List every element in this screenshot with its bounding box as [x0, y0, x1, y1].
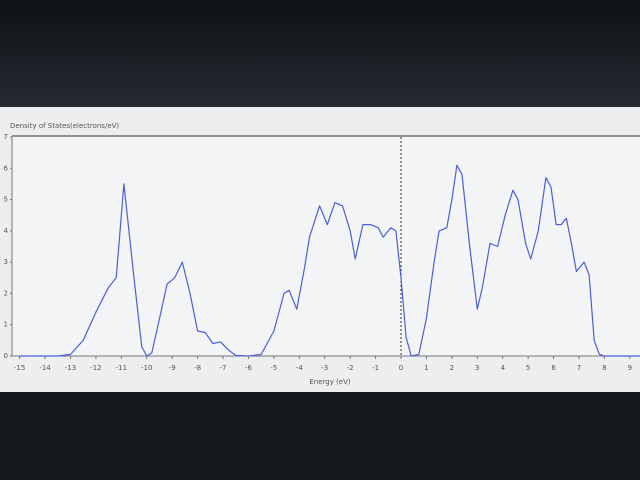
y-tick-label: 0: [4, 352, 8, 360]
x-tick-label: -2: [347, 364, 354, 372]
x-tick-label: -1: [372, 364, 379, 372]
x-tick-label: 3: [475, 364, 479, 372]
x-tick-label: -9: [169, 364, 176, 372]
x-tick-label: -5: [270, 364, 277, 372]
x-tick-label: -6: [245, 364, 253, 372]
dos-line: [19, 164, 640, 357]
y-tick-label: 3: [4, 258, 8, 266]
x-tick-label: -4: [296, 364, 304, 372]
y-tick-label: 2: [4, 289, 8, 297]
x-tick-label: 1: [424, 364, 428, 372]
x-tick-label: -8: [194, 364, 201, 372]
y-tick-label: 5: [4, 196, 8, 204]
y-tick-label: 7: [4, 133, 8, 141]
x-tick-label: -12: [90, 364, 101, 372]
x-tick-label: 2: [450, 364, 454, 372]
x-tick-label: -14: [39, 364, 51, 372]
x-tick-label: 0: [399, 364, 403, 372]
x-tick-label: -15: [14, 364, 25, 372]
x-tick-label: -3: [321, 364, 328, 372]
y-tick-label: 1: [4, 321, 8, 329]
x-tick-label: 9: [628, 364, 632, 372]
x-tick-label: 7: [577, 364, 581, 372]
x-tick-label: 4: [500, 364, 505, 372]
x-tick-label: -10: [141, 364, 152, 372]
x-tick-label: -13: [65, 364, 76, 372]
y-axis-label: Density of States(electrons/eV): [10, 122, 119, 130]
x-tick-label: 8: [602, 364, 606, 372]
y-tick-label: 6: [4, 164, 9, 172]
x-tick-label: 6: [551, 364, 556, 372]
x-tick-label: -7: [220, 364, 227, 372]
x-tick-label: 5: [526, 364, 530, 372]
plot-area: [12, 137, 640, 356]
x-tick-label: -11: [116, 364, 127, 372]
bezel-top: [0, 0, 640, 108]
y-tick-label: 4: [4, 227, 9, 235]
x-axis-label: Energy (eV): [309, 378, 351, 386]
